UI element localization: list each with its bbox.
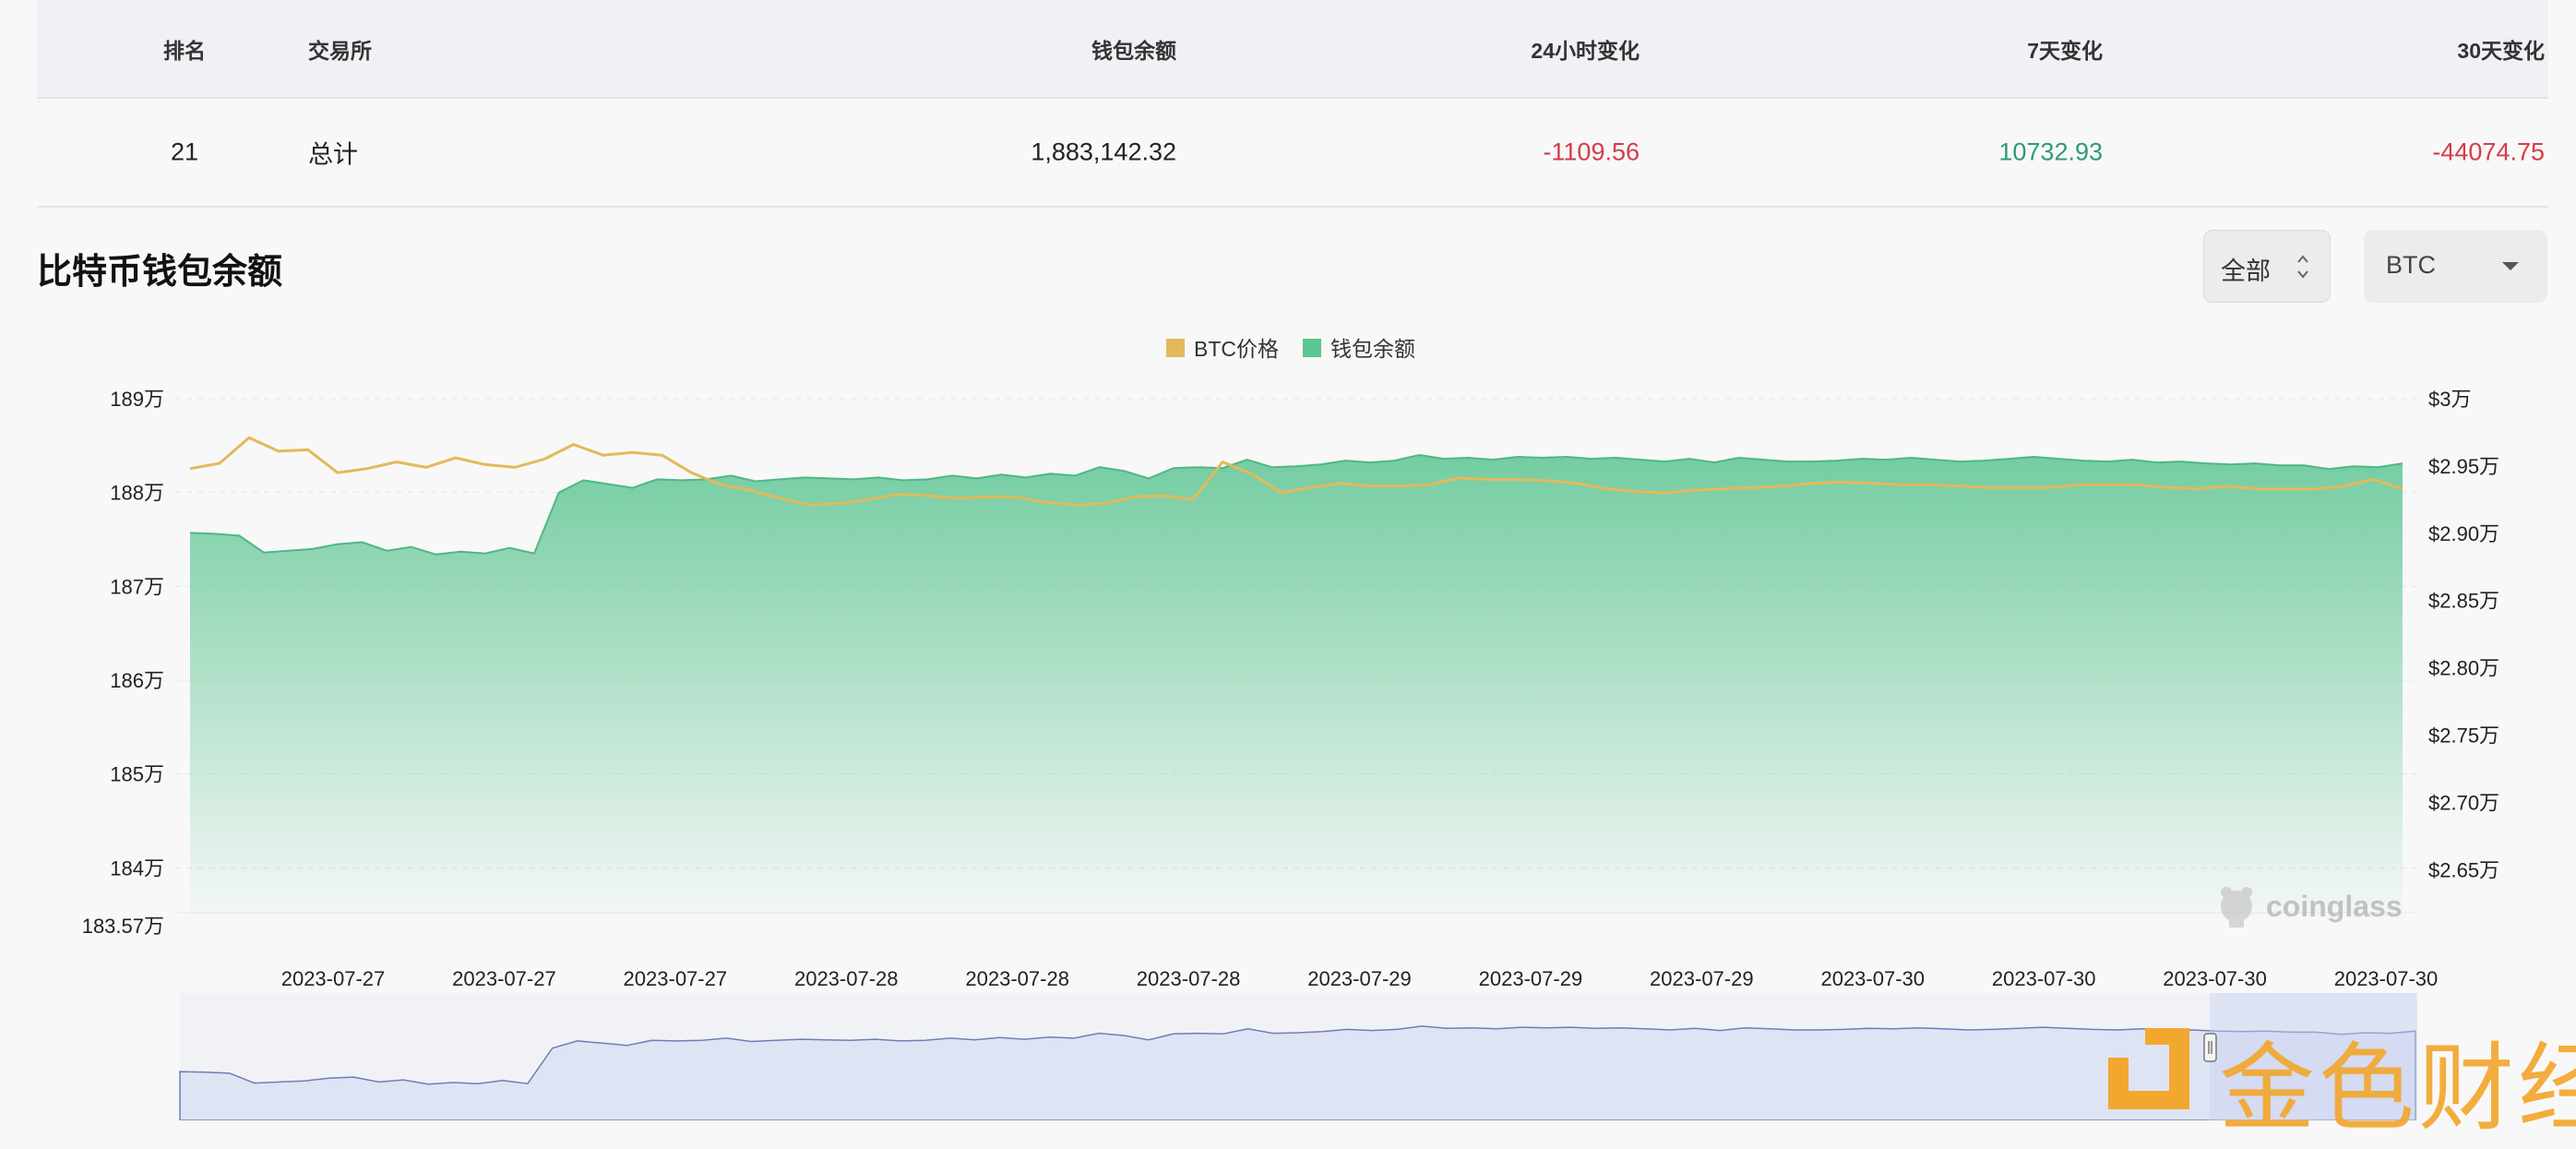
y-right-tick-label: $2.80万 bbox=[2428, 657, 2499, 680]
table-header-row: 排名 交易所 钱包余额 24小时变化 7天变化 30天变化 bbox=[37, 0, 2548, 99]
y-right-tick-label: $2.65万 bbox=[2428, 858, 2499, 881]
y-axis-left: 184万 185万 186万 187万 188万 189万 183.57万 bbox=[82, 388, 164, 938]
coinglass-wordmark: coinglass bbox=[2266, 890, 2403, 923]
wallet-balance-chart[interactable]: BTC价格 钱包余额 184万 185万 186万 187万 188万 189万 183.5… bbox=[0, 314, 2576, 1120]
y-right-tick-label: $2.75万 bbox=[2428, 724, 2499, 747]
x-tick-label: 2023-07-27 bbox=[452, 967, 556, 990]
x-tick-label: 2023-07-30 bbox=[1992, 967, 2096, 990]
x-tick-label: 2023-07-28 bbox=[1137, 967, 1241, 990]
btc-price-line[interactable] bbox=[189, 436, 2403, 507]
x-tick-label: 2023-07-27 bbox=[281, 967, 386, 990]
exchange-balance-table: 排名 交易所 钱包余额 24小时变化 7天变化 30天变化 21 总计 1,88… bbox=[37, 0, 2548, 208]
chart-navigator[interactable] bbox=[179, 993, 2416, 1120]
coin-select-value: BTC bbox=[2386, 251, 2436, 279]
chart-series bbox=[189, 436, 2403, 919]
x-tick-label: 2023-07-29 bbox=[1650, 967, 1754, 990]
row-exchange: 总计 bbox=[308, 140, 358, 169]
x-tick-label: 2023-07-30 bbox=[1820, 967, 1925, 990]
caret-down-icon bbox=[2502, 262, 2519, 270]
jinse-watermark: 金色财经 bbox=[2108, 1015, 2576, 1144]
x-tick-label: 2023-07-28 bbox=[965, 967, 1069, 990]
range-select[interactable]: 全部 bbox=[2203, 230, 2331, 303]
navigator-selected-range[interactable] bbox=[2210, 993, 2417, 1120]
row-balance: 1,883,142.32 bbox=[1031, 138, 1176, 166]
legend-label-btc-price[interactable]: BTC价格 bbox=[1194, 337, 1279, 361]
y-left-tick-label: 187万 bbox=[110, 575, 164, 598]
jinse-logo-icon bbox=[2108, 1028, 2189, 1109]
navigator-handle-left[interactable] bbox=[2203, 1033, 2217, 1062]
row-change-7d: 10732.93 bbox=[1998, 138, 2103, 166]
legend-label-balance[interactable]: 钱包余额 bbox=[1330, 337, 1415, 361]
header-exchange[interactable]: 交易所 bbox=[308, 38, 372, 63]
legend-swatch-btc-price bbox=[1166, 339, 1185, 357]
coin-select[interactable]: BTC bbox=[2364, 230, 2547, 303]
legend-swatch-balance bbox=[1303, 339, 1321, 357]
y-right-tick-label: $3万 bbox=[2428, 388, 2471, 411]
y-left-min-label: 183.57万 bbox=[82, 915, 164, 938]
y-right-tick-label: $2.95万 bbox=[2428, 455, 2499, 478]
chart-legend: BTC价格 钱包余额 bbox=[1166, 337, 1415, 361]
range-select-value: 全部 bbox=[2221, 257, 2271, 285]
x-tick-label: 2023-07-27 bbox=[624, 967, 728, 990]
x-axis: 2023-07-27 2023-07-27 2023-07-27 2023-07-28… bbox=[281, 967, 2439, 990]
y-left-tick-label: 185万 bbox=[110, 763, 164, 786]
y-left-tick-label: 188万 bbox=[110, 482, 164, 505]
y-left-tick-label: 184万 bbox=[110, 856, 164, 880]
row-rank: 21 bbox=[170, 138, 199, 166]
table-row-total: 21 总计 1,883,142.32 -1109.56 10732.93 -44… bbox=[37, 99, 2548, 208]
x-tick-label: 2023-07-30 bbox=[2163, 967, 2267, 990]
y-right-tick-label: $2.90万 bbox=[2428, 522, 2499, 545]
section-title: 比特币钱包余额 bbox=[37, 253, 283, 292]
up-down-chevron-icon bbox=[2297, 255, 2308, 279]
coinglass-logo-icon bbox=[2221, 887, 2252, 928]
x-tick-label: 2023-07-29 bbox=[1479, 967, 1583, 990]
y-axis-right: $2.65万 $2.70万 $2.75万 $2.80万 $2.85万 $2.90万 $2.9… bbox=[2428, 388, 2499, 881]
header-change-30d[interactable]: 30天变化 bbox=[2457, 38, 2545, 63]
y-right-tick-label: $2.85万 bbox=[2428, 590, 2499, 613]
y-right-tick-label: $2.70万 bbox=[2428, 791, 2499, 814]
header-change-24h[interactable]: 24小时变化 bbox=[1531, 38, 1640, 63]
balance-line[interactable] bbox=[189, 453, 2403, 556]
x-tick-label: 2023-07-30 bbox=[2334, 967, 2439, 990]
row-change-30d: -44074.75 bbox=[2432, 138, 2545, 166]
x-tick-label: 2023-07-28 bbox=[794, 967, 899, 990]
x-tick-label: 2023-07-29 bbox=[1307, 967, 1412, 990]
row-change-24h: -1109.56 bbox=[1543, 138, 1640, 166]
y-left-tick-label: 186万 bbox=[110, 669, 164, 692]
header-change-7d[interactable]: 7天变化 bbox=[2027, 38, 2103, 63]
header-balance[interactable]: 钱包余额 bbox=[1091, 38, 1176, 63]
jinse-wordmark: 金色财经 bbox=[2219, 1032, 2576, 1144]
y-left-tick-label: 189万 bbox=[110, 388, 164, 411]
header-rank[interactable]: 排名 bbox=[163, 38, 206, 63]
balance-area-fill bbox=[190, 455, 2403, 919]
navigator-series bbox=[179, 1025, 2416, 1120]
coinglass-watermark: coinglass bbox=[2221, 887, 2403, 928]
